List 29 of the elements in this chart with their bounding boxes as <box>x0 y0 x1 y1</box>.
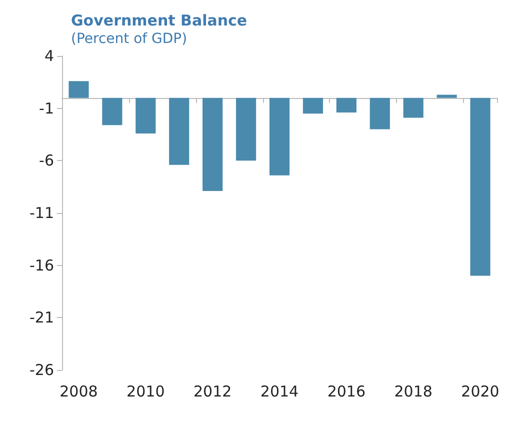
bar <box>102 98 122 126</box>
bar <box>370 98 390 130</box>
bar <box>436 94 457 98</box>
chart-subtitle: (Percent of GDP) <box>71 31 188 47</box>
x-tick-label: 2020 <box>461 382 500 400</box>
x-tick-label: 2014 <box>260 382 299 400</box>
bar <box>269 98 290 176</box>
bar <box>236 98 256 161</box>
y-tick-label: -16 <box>30 256 54 274</box>
x-tick-label: 2008 <box>60 382 98 400</box>
bar <box>302 98 323 114</box>
x-tick-label: 2018 <box>394 382 432 400</box>
y-tick-label: -11 <box>30 204 54 222</box>
bar <box>68 81 89 98</box>
y-tick-label: -6 <box>39 152 54 170</box>
x-tick-label: 2012 <box>193 382 232 400</box>
bar <box>169 98 190 165</box>
bar <box>202 98 223 192</box>
bar <box>403 98 424 118</box>
y-tick-label: -21 <box>30 308 54 327</box>
bar <box>336 98 356 113</box>
x-tick-label: 2016 <box>327 382 366 400</box>
y-tick-label: -26 <box>30 361 54 379</box>
bar <box>136 98 156 134</box>
y-tick-label: 4 <box>44 47 54 65</box>
y-tick-label: -1 <box>39 99 54 118</box>
bar <box>470 98 490 276</box>
x-tick-label: 2010 <box>126 382 165 400</box>
chart-title: Government Balance <box>71 12 248 30</box>
